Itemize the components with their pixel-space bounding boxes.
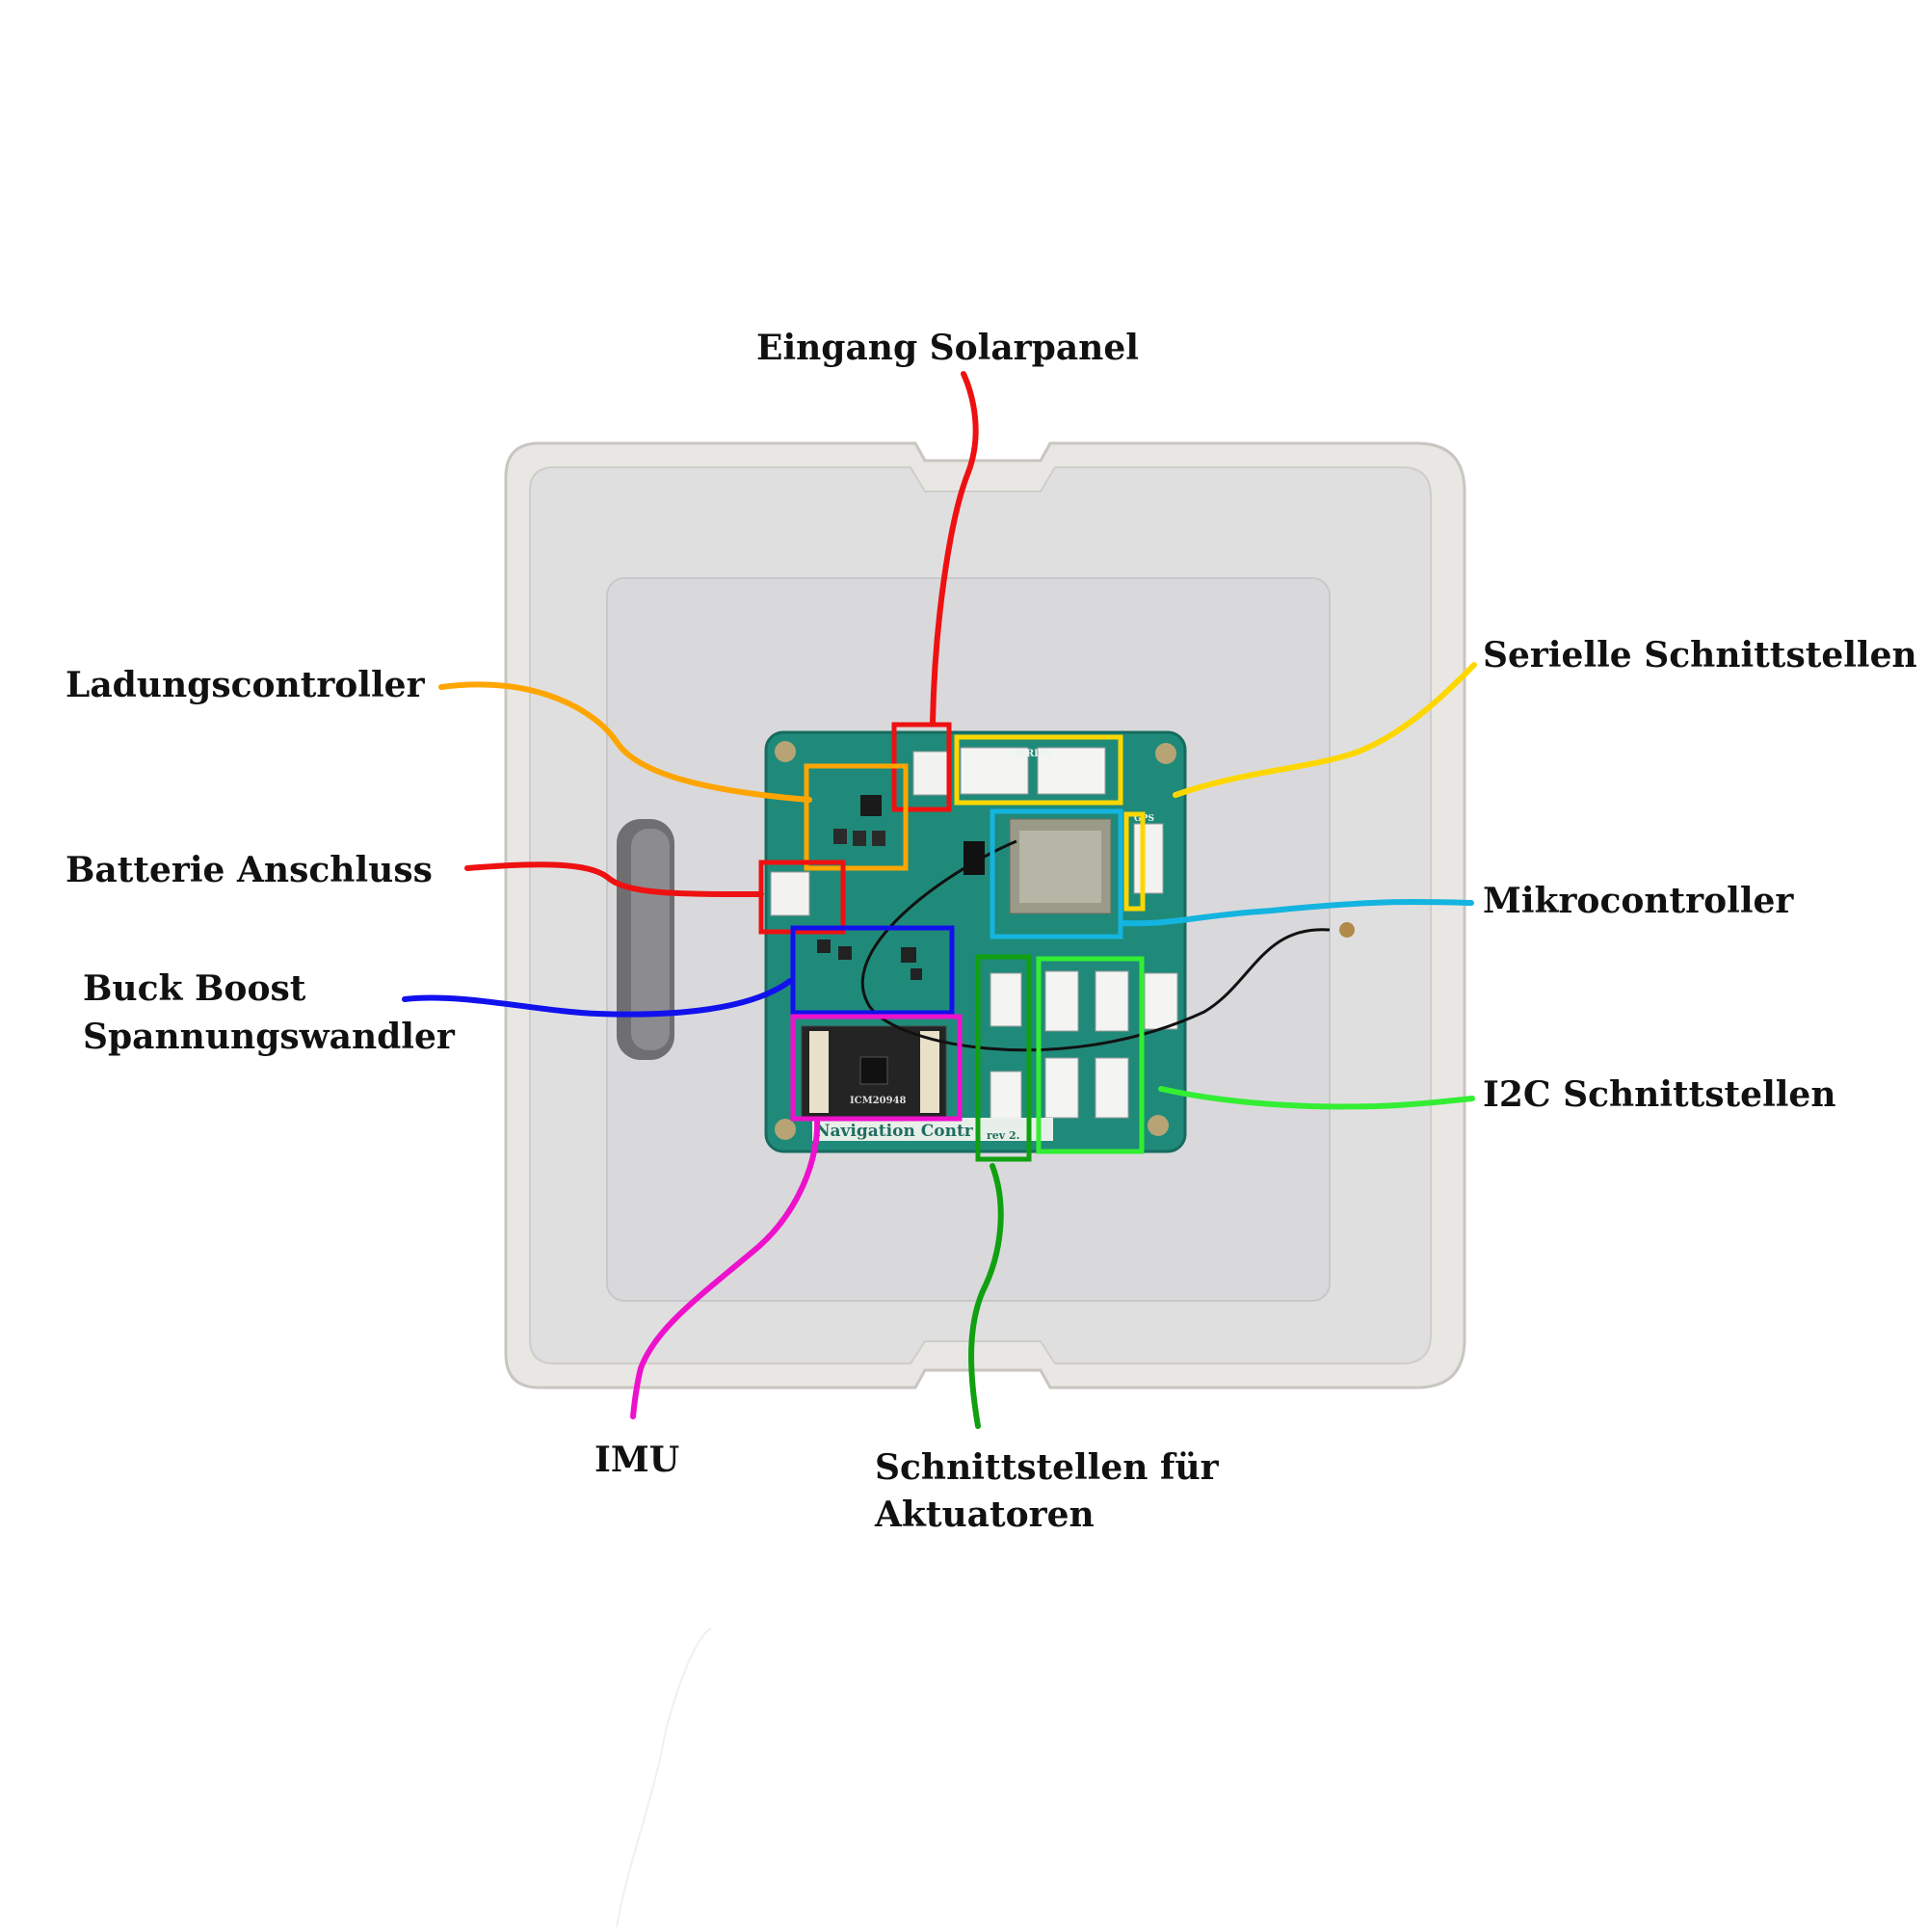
charge-box (804, 763, 909, 871)
revision-label: rev 2. (987, 1129, 1020, 1142)
i2c-box (1036, 956, 1145, 1154)
i2c-connector (1044, 1057, 1079, 1119)
label-charge-controller: Ladungscontroller (66, 665, 426, 705)
board-name: Navigation Contr (815, 1122, 974, 1141)
label-solar: Eingang Solarpanel (756, 328, 1139, 368)
serial-box (954, 734, 1123, 806)
mounting-hole (775, 741, 796, 762)
label-mcu: Mikrocontroller (1483, 881, 1794, 921)
label-actuator-line1: Schnittstellen für (875, 1447, 1220, 1488)
buck-box (790, 925, 955, 1016)
label-battery: Batterie Anschluss (66, 850, 433, 890)
serial-silkscreen: SERIAL (1012, 749, 1053, 759)
i2c-connector (1095, 1057, 1129, 1119)
imu-chip (859, 1056, 888, 1085)
mounting-hole (1148, 1115, 1169, 1136)
solar-connector (912, 751, 949, 796)
labels: Eingang Solarpanel Ladungscontroller Bat… (66, 328, 1917, 1535)
actuator-connector (990, 1071, 1022, 1125)
mcu-box (990, 808, 1123, 940)
label-i2c: I2C Schnittstellen (1483, 1074, 1836, 1115)
serial-connector (1037, 747, 1106, 795)
label-buck-line2: Spannungswandler (83, 1017, 456, 1057)
imu-chip-label: ICM20948 (850, 1096, 907, 1106)
leader-lines (402, 371, 1477, 1429)
mounting-hole (1155, 743, 1176, 764)
label-actuator-line2: Aktuatoren (874, 1495, 1095, 1535)
pcb: SERIAL GPS ICM20948 N (764, 730, 1355, 1153)
antenna-connector (1339, 922, 1355, 938)
charge-controller-chip (860, 795, 882, 816)
i2c-connector (1095, 970, 1129, 1032)
actuator-box (975, 954, 1032, 1162)
label-buck-line1: Buck Boost (83, 968, 306, 1009)
label-serial: Serielle Schnittstellen (1483, 635, 1917, 675)
actuator-connector (990, 972, 1022, 1027)
battery-connector (770, 871, 810, 916)
mounting-hole (775, 1119, 796, 1140)
gps-connector (1133, 823, 1164, 894)
connector (1144, 972, 1178, 1030)
label-imu: IMU (594, 1440, 679, 1480)
faint-mark (616, 1628, 712, 1928)
i2c-connector (1044, 970, 1079, 1032)
imu-box (790, 1014, 963, 1122)
serial-connector (960, 747, 1029, 795)
